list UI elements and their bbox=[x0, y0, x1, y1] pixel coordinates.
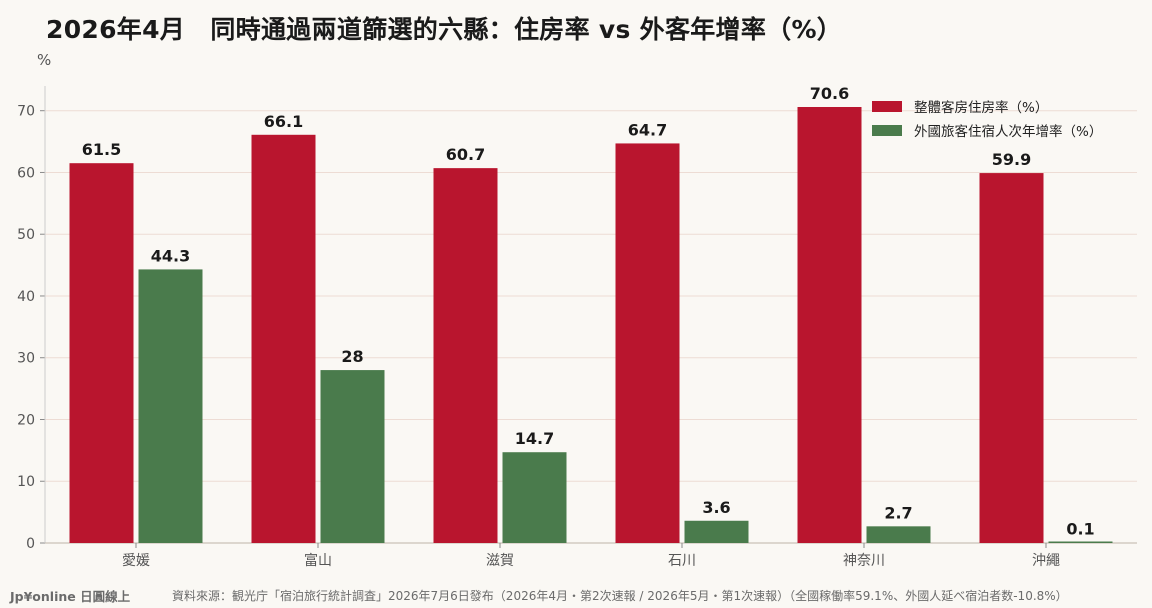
y-tick-label: 10 bbox=[17, 474, 35, 490]
grid-lines bbox=[45, 110, 1137, 482]
y-tick-label: 20 bbox=[17, 412, 35, 428]
legend-swatch bbox=[872, 101, 902, 112]
x-tick-label: 神奈川 bbox=[843, 553, 885, 569]
data-label: 2.7 bbox=[884, 503, 912, 522]
y-tick-label: 40 bbox=[17, 289, 35, 305]
y-tick-label: 30 bbox=[17, 351, 35, 367]
data-label: 3.6 bbox=[702, 498, 730, 517]
chart-title: 2026年4月 同時通過兩道篩選的六縣：住房率 vs 外客年增率（%） bbox=[46, 15, 843, 44]
bar-foreign-growth bbox=[866, 526, 931, 543]
x-axis: 愛媛 富山 滋賀 石川 神奈川 沖繩 bbox=[45, 542, 1137, 569]
bar-foreign-growth bbox=[502, 452, 567, 543]
x-tick-label: 沖繩 bbox=[1032, 553, 1060, 569]
x-tick-label: 愛媛 bbox=[122, 553, 150, 569]
legend-label: 外國旅客住宿人次年增率（%） bbox=[914, 123, 1102, 140]
y-axis: 0 10 20 30 40 50 60 70% bbox=[17, 51, 51, 552]
footer-source: 資料來源：観光庁「宿泊旅行統計調査」2026年7月6日發布（2026年4月・第2… bbox=[172, 589, 1068, 603]
legend-swatch bbox=[872, 125, 902, 136]
data-label: 44.3 bbox=[151, 246, 190, 265]
y-tick-label: 70 bbox=[17, 104, 35, 120]
x-tick-label: 富山 bbox=[304, 552, 332, 569]
bar-occupancy bbox=[69, 163, 134, 543]
legend: 整體客房住房率（%） 外國旅客住宿人次年增率（%） bbox=[872, 99, 1102, 140]
data-label: 60.7 bbox=[446, 145, 485, 164]
x-tick-label: 石川 bbox=[668, 553, 696, 569]
y-tick-label: 0 bbox=[26, 536, 35, 552]
bar-foreign-growth bbox=[684, 520, 749, 543]
legend-label: 整體客房住房率（%） bbox=[914, 99, 1048, 116]
data-label: 66.1 bbox=[264, 112, 303, 131]
x-tick-label: 滋賀 bbox=[486, 553, 514, 569]
bar-occupancy bbox=[615, 143, 680, 543]
footer-brand: Jp¥online 日圓線上 bbox=[10, 589, 131, 604]
y-tick-label: 60 bbox=[17, 165, 35, 181]
bar-occupancy bbox=[797, 106, 862, 543]
bar-occupancy bbox=[433, 168, 498, 544]
y-tick-label: 50 bbox=[17, 227, 35, 243]
data-label: 70.6 bbox=[810, 84, 849, 103]
data-label: 0.1 bbox=[1066, 519, 1094, 538]
bar-foreign-growth bbox=[138, 269, 203, 543]
bar-occupancy bbox=[251, 134, 316, 543]
data-label: 59.9 bbox=[992, 150, 1031, 169]
bar-foreign-growth bbox=[1048, 541, 1113, 543]
data-label: 64.7 bbox=[628, 120, 667, 139]
bar-occupancy bbox=[979, 173, 1044, 543]
y-axis-label: % bbox=[37, 51, 51, 69]
data-label: 61.5 bbox=[82, 140, 121, 159]
data-label: 28 bbox=[341, 347, 363, 366]
data-label: 14.7 bbox=[515, 429, 554, 448]
bars: 61.5 44.3 66.1 28 60.7 14.7 64.7 3.6 70.6 2.7 59.9… bbox=[69, 84, 1113, 544]
bar-foreign-growth bbox=[320, 370, 385, 543]
